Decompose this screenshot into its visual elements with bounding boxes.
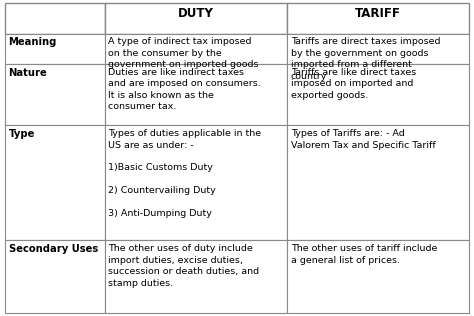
Bar (105, 33, 287, 64)
Bar (287, 125, 469, 240)
Bar (5, 3, 105, 33)
Bar (105, 64, 287, 125)
Text: Duties are like indirect taxes
and are imposed on consumers.
It is also known as: Duties are like indirect taxes and are i… (109, 68, 261, 111)
Bar (287, 3, 469, 33)
Bar (105, 240, 287, 313)
Text: Meaning: Meaning (9, 37, 57, 47)
Text: A type of indirect tax imposed
on the consumer by the
government on imported goo: A type of indirect tax imposed on the co… (109, 37, 259, 69)
Text: The other uses of tariff include
a general list of prices.: The other uses of tariff include a gener… (291, 244, 438, 265)
Text: Type: Type (9, 129, 35, 139)
Bar (5, 33, 105, 64)
Text: The other uses of duty include
import duties, excise duties,
succession or death: The other uses of duty include import du… (109, 244, 260, 288)
Bar (287, 33, 469, 64)
Text: Nature: Nature (9, 68, 47, 78)
Text: Secondary Uses: Secondary Uses (9, 244, 98, 254)
Bar (5, 240, 105, 313)
Bar (287, 64, 469, 125)
Text: TARIFF: TARIFF (356, 7, 401, 20)
Text: Tariffs are direct taxes imposed
by the government on goods
imported from a diff: Tariffs are direct taxes imposed by the … (291, 37, 440, 81)
Text: Types of Tariffs are: - Ad
Valorem Tax and Specific Tariff: Types of Tariffs are: - Ad Valorem Tax a… (291, 129, 436, 149)
Bar (105, 125, 287, 240)
Text: Types of duties applicable in the
US are as under: -

1)Basic Customs Duty

2) C: Types of duties applicable in the US are… (109, 129, 262, 218)
Text: Tariffs are like direct taxes
imposed on imported and
exported goods.: Tariffs are like direct taxes imposed on… (291, 68, 416, 100)
Bar (5, 64, 105, 125)
Bar (287, 240, 469, 313)
Bar (5, 125, 105, 240)
Text: DUTY: DUTY (178, 7, 214, 20)
Bar (105, 3, 287, 33)
